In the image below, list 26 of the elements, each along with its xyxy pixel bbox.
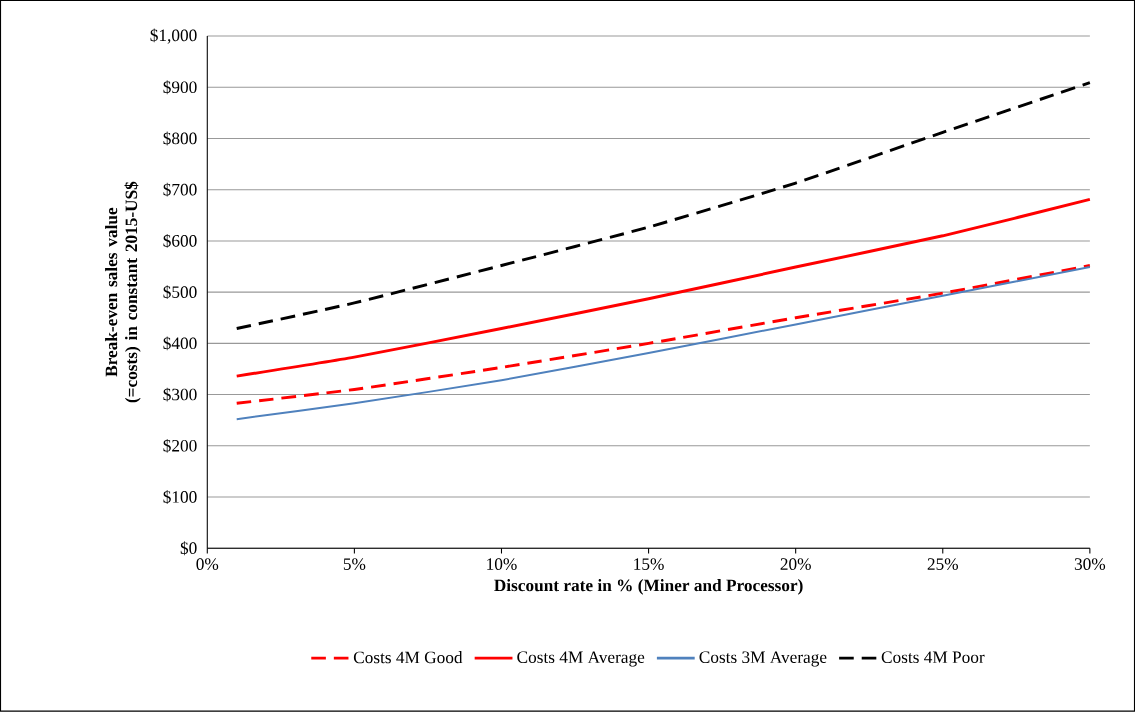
y-tick-label: $700 xyxy=(163,182,197,197)
y-tick-label: $100 xyxy=(163,490,197,505)
x-tick-label: 10% xyxy=(487,558,517,571)
x-tick-label: 30% xyxy=(1074,558,1106,571)
y-axis-title: Break-even sales value (=costs) in constant 2015-US$ xyxy=(105,181,141,403)
y-tick-label: $600 xyxy=(163,234,197,248)
x-tick-label: 20% xyxy=(780,558,811,571)
line-series xyxy=(235,198,1092,378)
y-tick-label: $0 xyxy=(180,541,197,556)
legend-label: Costs 3M Average xyxy=(699,651,827,667)
y-tick-label: $500 xyxy=(163,285,197,300)
x-axis-title: Discount rate in % (Miner and Processor) xyxy=(494,579,803,595)
y-tick-label: $400 xyxy=(163,336,197,351)
x-tick-label: 25% xyxy=(927,558,959,571)
y-tick-label: $200 xyxy=(163,439,197,453)
legend-label: Costs 4M Good xyxy=(353,651,463,664)
y-tick-label: $300 xyxy=(163,387,197,402)
line-series xyxy=(235,81,1092,331)
legend-label: Costs 4M Poor xyxy=(881,651,985,664)
x-tick-label: 5% xyxy=(343,558,366,571)
x-tick-label: 0% xyxy=(196,558,219,571)
legend-label: Costs 4M Average xyxy=(517,651,645,667)
x-tick-label: 15% xyxy=(634,558,664,571)
y-tick-label: $800 xyxy=(163,131,197,146)
y-tick-label: $900 xyxy=(163,80,197,95)
y-tick-label: $1,000 xyxy=(150,28,197,44)
